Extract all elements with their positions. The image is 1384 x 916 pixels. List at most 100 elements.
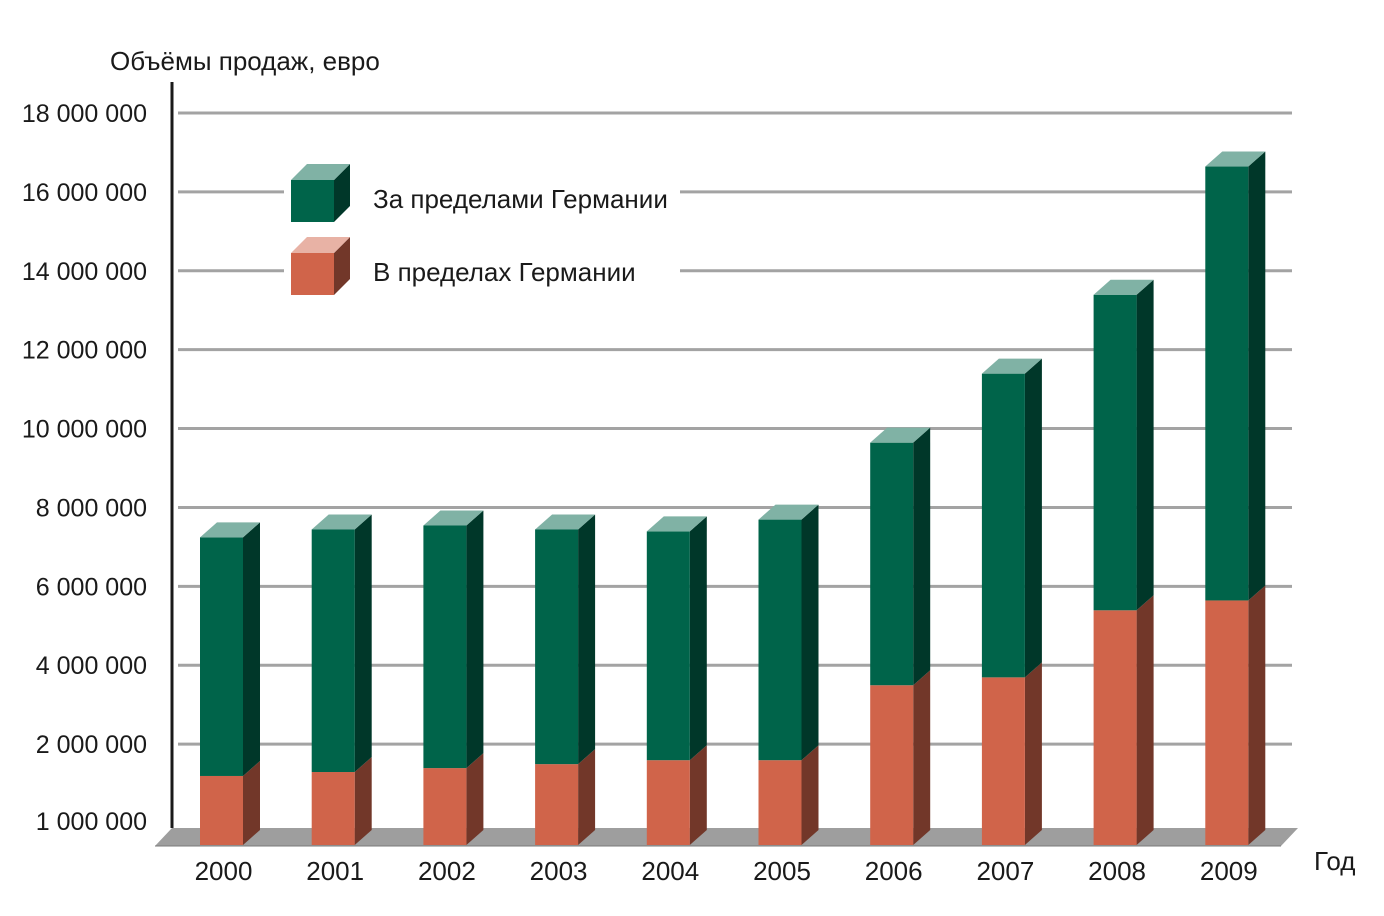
bar-side: [913, 670, 931, 845]
bar-front: [1205, 600, 1249, 845]
bar-2002-domestic: [423, 753, 484, 845]
bar-side: [1136, 595, 1154, 845]
bar-side: [1248, 151, 1266, 601]
bar-front: [200, 537, 243, 776]
x-tick-label: 2002: [418, 856, 476, 886]
bar-side: [354, 757, 372, 845]
bar-front: [423, 768, 467, 845]
x-tick-labels: 2000 2001 2002 2003 2004 2005 2006 2007 2008 2009: [195, 856, 1258, 886]
bar-2008-export: [1093, 279, 1154, 611]
bar-2004-export: [646, 516, 707, 761]
bar-2006-export: [870, 427, 931, 686]
bar-front: [1093, 610, 1137, 845]
bar-2008-domestic: [1093, 595, 1154, 845]
bar-side: [689, 516, 707, 761]
bar-side: [243, 760, 260, 845]
bar-2004-domestic: [646, 745, 707, 845]
bar-2000-export: [200, 522, 260, 776]
x-tick-label: 2005: [753, 856, 811, 886]
x-tick-label: 2008: [1088, 856, 1146, 886]
bar-2003-domestic: [535, 749, 596, 845]
bar-2006-domestic: [870, 670, 931, 845]
bar-side: [801, 504, 819, 761]
legend-label: За пределами Германии: [373, 184, 668, 214]
y-axis-title: Объёмы продаж, евро: [110, 46, 380, 76]
y-tick-label: 1 000 000: [36, 808, 147, 836]
bar-front: [311, 772, 355, 845]
bar-2005-domestic: [758, 745, 819, 845]
y-tick-label: 12 000 000: [22, 337, 147, 365]
bar-side: [1024, 662, 1042, 845]
legend: За пределами Германии В пределах Германии: [284, 158, 680, 297]
bar-front: [981, 373, 1025, 678]
bar-2003-export: [535, 514, 596, 765]
bar-2009-export: [1205, 151, 1266, 601]
bar-side: [578, 514, 596, 765]
bar-front: [1205, 166, 1249, 601]
bar-side: [466, 753, 484, 845]
bar-2002-export: [423, 510, 484, 769]
bar-top: [981, 358, 1042, 374]
bar-top: [311, 514, 372, 530]
bar-side: [243, 522, 260, 776]
bar-front: [311, 529, 355, 773]
legend-swatch-top: [291, 164, 350, 180]
bar-side: [801, 745, 819, 845]
bar-2009-domestic: [1205, 585, 1266, 845]
bar-top: [535, 514, 596, 530]
bar-2001-export: [311, 514, 372, 773]
x-axis-title: Год: [1314, 846, 1355, 876]
legend-swatch: [291, 180, 334, 222]
x-tick-label: 2006: [865, 856, 923, 886]
y-tick-labels: 1 000 000 2 000 000 4 000 000 6 000 000 8 00…: [22, 100, 147, 836]
legend-item: В пределах Германии: [284, 231, 680, 297]
bar-side: [913, 427, 931, 686]
legend-swatch-top: [291, 237, 350, 253]
bar-side: [466, 510, 484, 769]
bar-front: [200, 775, 243, 845]
bar-side: [1136, 279, 1154, 611]
bar-front: [981, 677, 1025, 845]
bar-top: [1093, 279, 1154, 295]
bar-front: [423, 525, 467, 769]
bar-2007-export: [981, 358, 1042, 678]
bar-side: [1024, 358, 1042, 678]
bar-front: [646, 760, 690, 845]
bar-side: [1248, 585, 1266, 845]
x-tick-label: 2003: [530, 856, 588, 886]
bar-2000-domestic: [200, 760, 260, 845]
bar-front: [535, 529, 579, 765]
y-tick-label: 2 000 000: [36, 731, 147, 759]
y-tick-label: 4 000 000: [36, 652, 147, 680]
legend-swatch-side: [334, 237, 350, 295]
bar-2007-domestic: [981, 662, 1042, 845]
bar-front: [758, 519, 802, 761]
legend-swatch: [291, 253, 334, 295]
bar-top: [646, 516, 707, 532]
bars: [200, 151, 1266, 845]
bar-top: [200, 522, 260, 538]
x-tick-label: 2007: [976, 856, 1034, 886]
bar-side: [354, 514, 372, 773]
bar-front: [870, 442, 914, 686]
bar-front: [1093, 294, 1137, 611]
bar-top: [423, 510, 484, 526]
y-tick-label: 10 000 000: [22, 416, 147, 444]
bar-front: [646, 531, 690, 761]
x-tick-label: 2001: [306, 856, 364, 886]
bar-front: [535, 764, 579, 845]
y-tick-label: 16 000 000: [22, 179, 147, 207]
bar-top: [758, 504, 819, 520]
y-tick-label: 14 000 000: [22, 258, 147, 286]
bar-front: [870, 685, 914, 845]
y-tick-label: 18 000 000: [22, 100, 147, 128]
x-tick-label: 2004: [641, 856, 699, 886]
bar-side: [689, 745, 707, 845]
bar-2001-domestic: [311, 757, 372, 845]
bar-2005-export: [758, 504, 819, 761]
y-tick-label: 8 000 000: [36, 494, 147, 522]
bar-top: [870, 427, 931, 443]
x-tick-label: 2009: [1200, 856, 1258, 886]
legend-label: В пределах Германии: [373, 257, 636, 287]
